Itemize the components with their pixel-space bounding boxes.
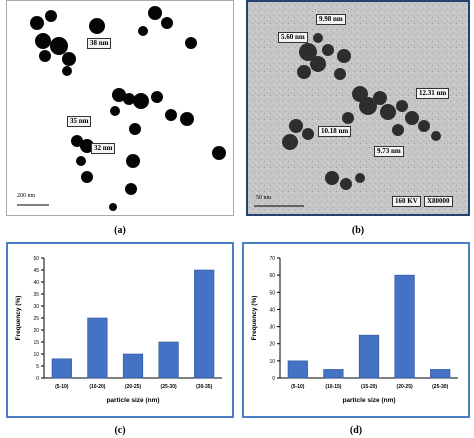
chart-c-category-label: (20-25) <box>125 384 141 390</box>
magnification-label: X80000 <box>424 196 453 207</box>
chart-d-xlabel: particle size (nm) <box>342 397 395 404</box>
chart-d-ytick-label: 40 <box>269 307 275 313</box>
annotation-a-3: 32 nm <box>91 143 116 154</box>
chart-d-bar <box>430 369 451 379</box>
chart-d-category-label: (10-15) <box>325 384 341 390</box>
chart-c-bar <box>158 341 179 379</box>
voltage-label: 160 KV <box>392 196 421 207</box>
panel-d-frame: 0 10 20 30 40 50 60 70 (5-10) (10-15) (15-20) (20-2… <box>242 242 470 418</box>
chart-c-ytick-label: 5 <box>36 364 39 370</box>
panel-c-frame: 0 5 10 15 20 25 30 35 40 45 50 (5-10) (10-20) (20-25)… <box>6 242 234 418</box>
chart-d-bar <box>358 334 380 379</box>
chart-d-category-label: (15-20) <box>361 384 377 390</box>
chart-c-ytick-label: 50 <box>33 256 39 262</box>
chart-c-xlabel: particle size (nm) <box>106 397 159 404</box>
chart-c-ylabel: Frequency (%) <box>15 296 22 341</box>
chart-c-category-label: (5-10) <box>55 384 69 390</box>
chart-c-ytick-label: 15 <box>33 340 39 346</box>
annotation-b-4: 10.18 nm <box>318 126 352 137</box>
panel-a-image: 38 nm 35 nm 32 nm 200 nm <box>6 0 234 216</box>
chart-d-ylabel: Frequency (%) <box>251 296 258 341</box>
chart-d-bar <box>394 274 415 379</box>
chart-c-category-label: (25-30) <box>161 384 177 390</box>
chart-d-category-label: (25-30) <box>432 384 448 390</box>
annotation-a-1: 38 nm <box>87 38 112 49</box>
chart-c-ytick-label: 20 <box>33 328 39 334</box>
panel-c-label: (c) <box>114 425 126 436</box>
annotation-b-5: 9.73 nm <box>374 146 404 157</box>
chart-c-category-label: (30-35) <box>196 384 212 390</box>
panel-a-particles <box>17 6 226 211</box>
chart-c-bar <box>51 358 72 379</box>
chart-d-ytick-label: 30 <box>269 325 275 331</box>
chart-c-bar <box>87 317 108 379</box>
chart-c: 0 5 10 15 20 25 30 35 40 45 50 (5-10) (10-20) (20-25)… <box>15 256 222 404</box>
chart-d-ytick-label: 70 <box>269 256 275 262</box>
annotation-b-2: 5.60 nm <box>278 32 308 43</box>
chart-d: 0 10 20 30 40 50 60 70 (5-10) (10-15) (15-20) (20-2… <box>251 256 458 404</box>
chart-c-ytick-label: 30 <box>33 304 39 310</box>
chart-c-ytick-label: 0 <box>36 376 39 382</box>
annotation-b-1: 9.98 nm <box>316 14 346 25</box>
panel-a-label: (a) <box>114 225 126 236</box>
scale-bar-b: 50 nm <box>256 195 272 201</box>
annotation-a-2: 35 nm <box>67 116 92 127</box>
chart-d-bar <box>287 360 308 379</box>
chart-c-bar <box>122 353 144 379</box>
chart-d-bar <box>323 369 344 379</box>
chart-d-category-label: (5-10) <box>291 384 305 390</box>
scale-bar-a: 200 nm <box>17 193 36 199</box>
chart-c-bar <box>194 269 215 379</box>
chart-c-ytick-label: 25 <box>33 316 39 322</box>
chart-c-ytick-label: 40 <box>33 280 39 286</box>
chart-d-ytick-label: 60 <box>269 273 275 279</box>
chart-d-ytick-label: 50 <box>269 290 275 296</box>
chart-c-category-label: (10-20) <box>89 384 105 390</box>
chart-d-ytick-label: 10 <box>269 359 275 365</box>
panel-d-label: (d) <box>349 425 363 436</box>
chart-c-ytick-label: 35 <box>33 292 39 298</box>
chart-d-ytick-label: 20 <box>269 342 275 348</box>
chart-d-category-label: (20-25) <box>397 384 413 390</box>
chart-c-ytick-label: 10 <box>33 352 39 358</box>
panel-b-label: (b) <box>351 225 365 236</box>
annotation-b-3: 12.31 nm <box>416 88 450 99</box>
panel-b-image: 9.98 nm 5.60 nm 12.31 nm 10.18 nm 9.73 n… <box>246 0 470 216</box>
chart-c-ytick-label: 45 <box>33 268 39 274</box>
chart-d-ytick-label: 0 <box>272 376 275 382</box>
